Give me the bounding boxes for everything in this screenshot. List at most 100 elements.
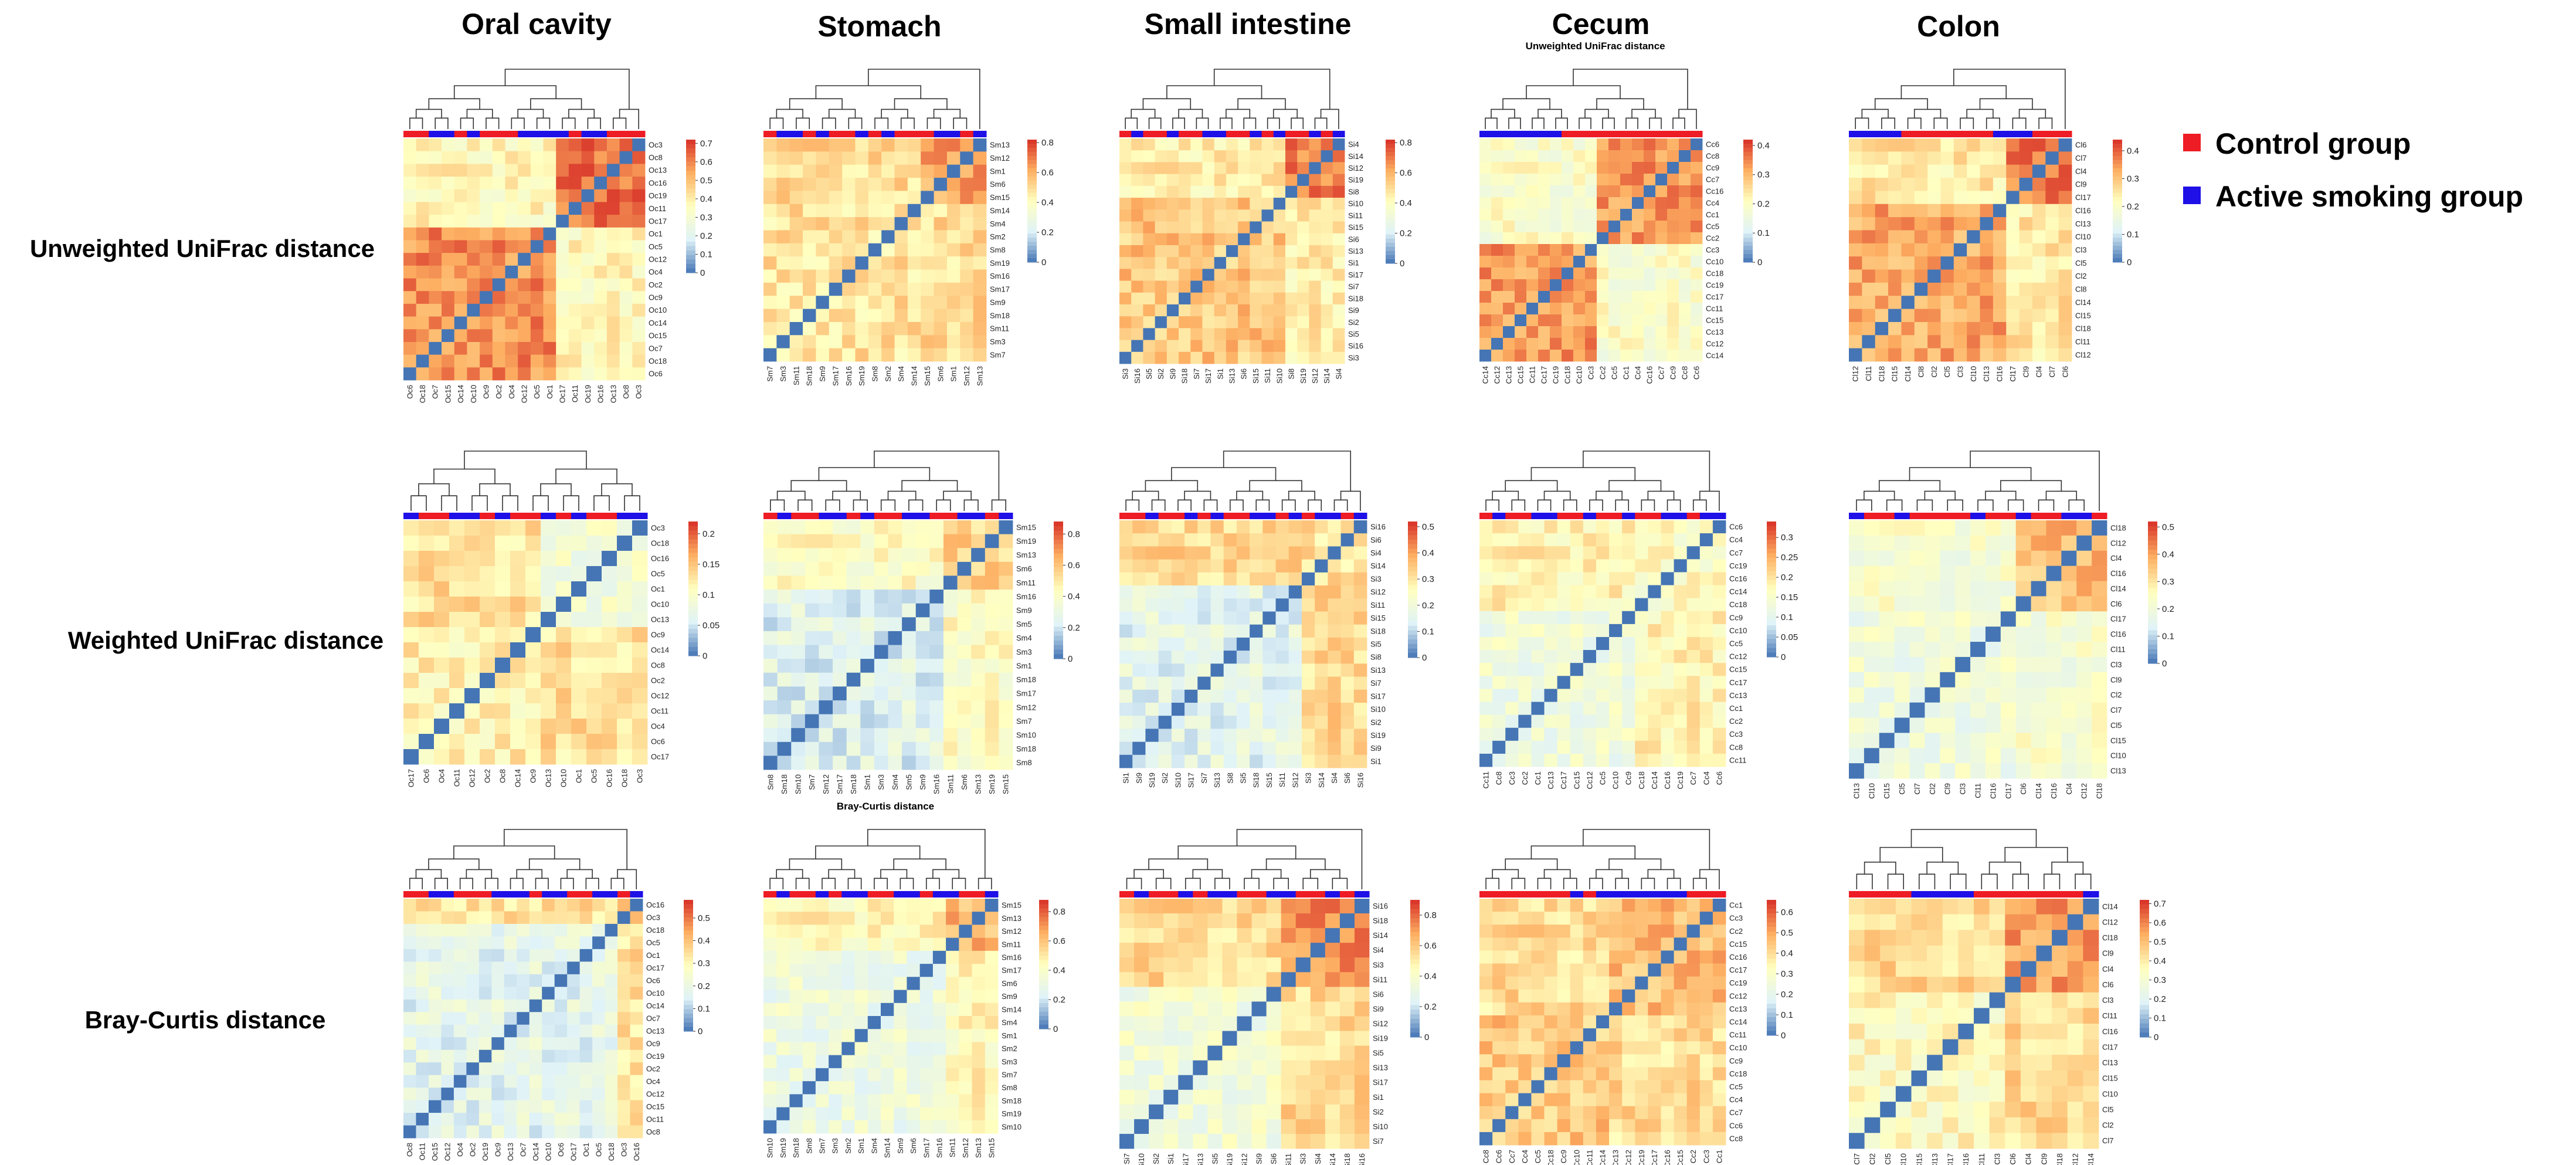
heatmap-cell [1648,676,1661,689]
heatmap-cell [2019,164,2033,178]
heatmap-cell [1119,520,1133,534]
heatmap-cell [1131,351,1143,364]
heatmap-cell [464,673,480,689]
heatmap-cell [1667,338,1679,350]
heatmap-cells [763,138,987,362]
heatmap-cell [1849,230,1862,244]
heatmap-cell [556,240,569,253]
heatmap-cell [1674,663,1688,676]
heatmap-cell [1993,138,2007,152]
heatmap-cell [1119,663,1133,677]
heatmap-cell [1238,174,1250,187]
heatmap-cell [434,673,450,689]
heatmap-cell [1699,689,1713,702]
heatmap-cell [480,642,495,658]
heatmap-cell [860,603,875,618]
heatmap-cell [1550,197,1562,209]
heatmap-cell [1862,178,1876,191]
heatmap-cell [1953,151,1967,165]
heatmap-cell [1273,304,1286,317]
heatmap-cell [579,949,593,962]
colorbar-segment [1027,164,1037,169]
heatmap-cell [1608,209,1621,221]
heatmap-cell [1328,754,1341,768]
heatmap-cell [1849,321,1862,336]
dendrogram-branch [789,858,843,870]
heatmap-cell [1667,197,1679,209]
heatmap-cell [1699,753,1713,767]
heatmap-cell [846,714,861,729]
heatmap-cell [1940,702,1956,718]
heatmap-cell [1190,209,1203,222]
group-bar-cell [1503,131,1515,137]
colorbar-segment [1054,631,1063,636]
heatmap-cell [1699,585,1713,599]
heatmap-cell [2061,520,2077,536]
heatmap-cell [403,936,416,950]
heatmap-cell [1888,269,1902,283]
heatmap-cell [960,230,974,244]
heatmap-cell [1202,162,1215,175]
row-tick-label: Cc17 [1729,678,1747,687]
row-tick-label: Oc3 [649,140,663,149]
heatmap-cell [1583,650,1597,663]
colorbar: 00.10.20.30.4 [2113,140,2139,267]
heatmap-cell [1661,663,1674,676]
group-bar-cell [542,891,555,898]
heatmap-cell [1238,280,1250,293]
heatmap-cell [1479,727,1493,741]
heatmap-cell [434,734,450,750]
heatmap-cell [1214,185,1227,198]
heatmap-cell [776,138,790,152]
heatmap-cell [632,581,648,597]
heatmap-cell [554,1049,568,1063]
heatmap-cell [619,367,633,381]
heatmap-cell [1648,689,1661,702]
heatmap-cell [1879,763,1895,779]
colorbar-segment [2113,201,2122,205]
heatmap-cell [960,204,974,218]
heatmap-cell [1901,164,1915,178]
dendrogram-branch [502,495,518,511]
dendrogram-branch [1583,451,1710,492]
row-tick-label: Si9 [1348,306,1359,315]
heatmap-cell [1119,316,1132,328]
heatmap-cell [1518,740,1532,754]
heatmap-cell [1557,676,1571,689]
heatmap-cell [1143,138,1156,151]
heatmap-cell [554,999,568,1012]
heatmap-cell [416,1062,429,1076]
heatmap-cell [1250,598,1263,612]
group-bar-cell [1179,131,1191,137]
heatmap-cell [1914,217,1928,231]
heatmap-cell [894,178,908,191]
heatmap-cell [829,282,843,296]
row-tick-label: Cc18 [1729,600,1747,609]
heatmap-cell [1202,280,1215,293]
heatmap-cell [556,278,569,292]
heatmap-cell [1980,243,1994,257]
heatmap-cell [1158,729,1172,742]
dendrogram-branch [1485,499,1499,511]
heatmap-cell [416,949,429,962]
heatmap-cell [617,719,633,734]
heatmap-cell [1538,174,1550,186]
heatmap-cell [1238,233,1250,246]
heatmap-cell [632,303,646,317]
heatmap-cell [1315,611,1328,625]
heatmap-cell [1635,533,1648,547]
heatmap-cell [1285,351,1298,364]
heatmap-cell [1315,533,1328,547]
heatmap-cell [453,999,467,1012]
heatmap-cell [2058,204,2072,218]
colorbar-segment [1767,539,1776,544]
column-tick-label: Cl13 [1982,366,1991,382]
heatmap-cell [1570,624,1584,638]
heatmap-cell [829,178,843,191]
heatmap-cell [860,728,875,743]
heatmap-cell [2000,550,2017,567]
heatmap-cell [1197,585,1211,599]
column-tick-label: Oc2 [483,769,492,783]
heatmap-cell [1285,209,1298,222]
column-tick-labels: Sm7 Sm3 Sm11 Sm18 Sm9 Sm17 Sm16 Sm19 Sm8 Sm2 Sm4 Sm… [766,366,985,386]
